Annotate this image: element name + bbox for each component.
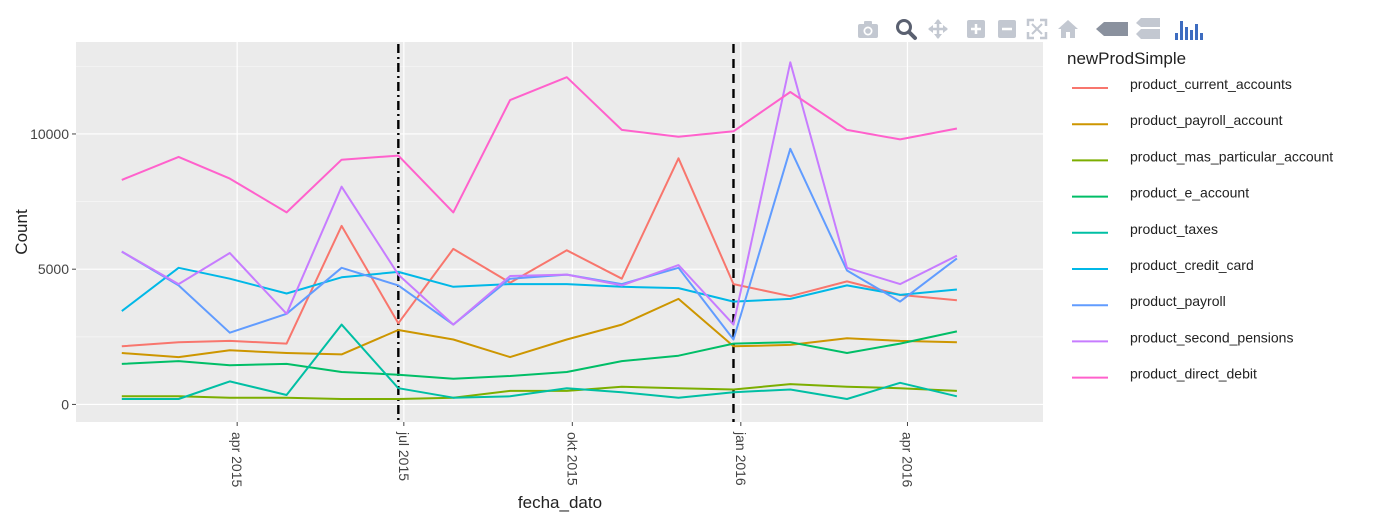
camera-icon[interactable]: [858, 21, 878, 38]
legend-label: product_payroll_account: [1130, 112, 1283, 128]
series-line-product_direct_debit[interactable]: [121, 76, 958, 214]
reference-lines: [397, 44, 735, 422]
legend-item[interactable]: product_mas_particular_account: [1072, 148, 1333, 164]
y-tick-label: 5000: [38, 261, 69, 277]
autoscale-icon[interactable]: [1026, 18, 1048, 40]
legend-label: product_e_account: [1130, 185, 1249, 201]
x-tick-label: apr 2015: [229, 432, 245, 487]
x-tick-label: jan 2016: [733, 431, 749, 486]
series-line-product_second_pensions[interactable]: [121, 61, 958, 326]
legend-item[interactable]: product_second_pensions: [1072, 329, 1293, 345]
pan-icon[interactable]: [928, 19, 948, 39]
legend-item[interactable]: product_taxes: [1072, 221, 1218, 237]
hover-compare-icon[interactable]: [1136, 18, 1160, 39]
series-line-product_mas_particular_account[interactable]: [121, 383, 957, 400]
home-icon[interactable]: [1058, 20, 1078, 38]
series-line-product_payroll_account[interactable]: [121, 297, 957, 359]
zoom-out-icon[interactable]: [998, 20, 1016, 38]
plotly-logo-icon[interactable]: [1175, 21, 1203, 40]
zoom-icon[interactable]: [896, 19, 917, 40]
legend: product_current_accounts product_payroll_…: [1072, 76, 1333, 382]
series-line-product_e_account[interactable]: [121, 330, 958, 380]
modebar: [855, 16, 1215, 42]
legend-label: product_taxes: [1130, 221, 1218, 237]
legend-label: product_payroll: [1130, 293, 1226, 309]
legend-item[interactable]: product_current_accounts: [1072, 76, 1292, 92]
legend-label: product_current_accounts: [1130, 76, 1292, 92]
series-line-product_taxes[interactable]: [121, 323, 958, 400]
legend-item[interactable]: product_payroll: [1072, 293, 1226, 309]
legend-label: product_credit_card: [1130, 257, 1254, 273]
legend-item[interactable]: product_credit_card: [1072, 257, 1254, 273]
series-line-product_credit_card[interactable]: [121, 266, 957, 312]
series-line-product_current_accounts[interactable]: [121, 157, 957, 348]
y-axis: 0 5000 10000: [30, 126, 76, 412]
series-lines: [121, 61, 958, 400]
legend-title: newProdSimple: [1067, 49, 1186, 68]
legend-label: product_second_pensions: [1130, 329, 1293, 345]
x-axis: apr 2015 jul 2015 okt 2015 jan 2016 apr 2016: [229, 422, 915, 487]
x-tick-label: apr 2016: [899, 432, 915, 487]
y-tick-label: 10000: [30, 126, 69, 142]
modebar-icons: [858, 18, 1203, 40]
zoom-in-icon[interactable]: [967, 20, 985, 38]
y-axis-title: Count: [12, 209, 31, 255]
legend-item[interactable]: product_e_account: [1072, 185, 1249, 201]
series-line-product_payroll[interactable]: [121, 147, 958, 341]
x-tick-label: jul 2015: [396, 431, 412, 481]
x-axis-title: fecha_dato: [518, 493, 602, 512]
x-tick-label: okt 2015: [564, 432, 580, 486]
legend-label: product_mas_particular_account: [1130, 148, 1333, 164]
legend-label: product_direct_debit: [1130, 366, 1257, 382]
legend-item[interactable]: product_payroll_account: [1072, 112, 1283, 128]
legend-item[interactable]: product_direct_debit: [1072, 366, 1257, 382]
y-tick-label: 0: [61, 396, 69, 412]
hover-closest-icon[interactable]: [1096, 22, 1128, 36]
grid: [76, 42, 1043, 422]
